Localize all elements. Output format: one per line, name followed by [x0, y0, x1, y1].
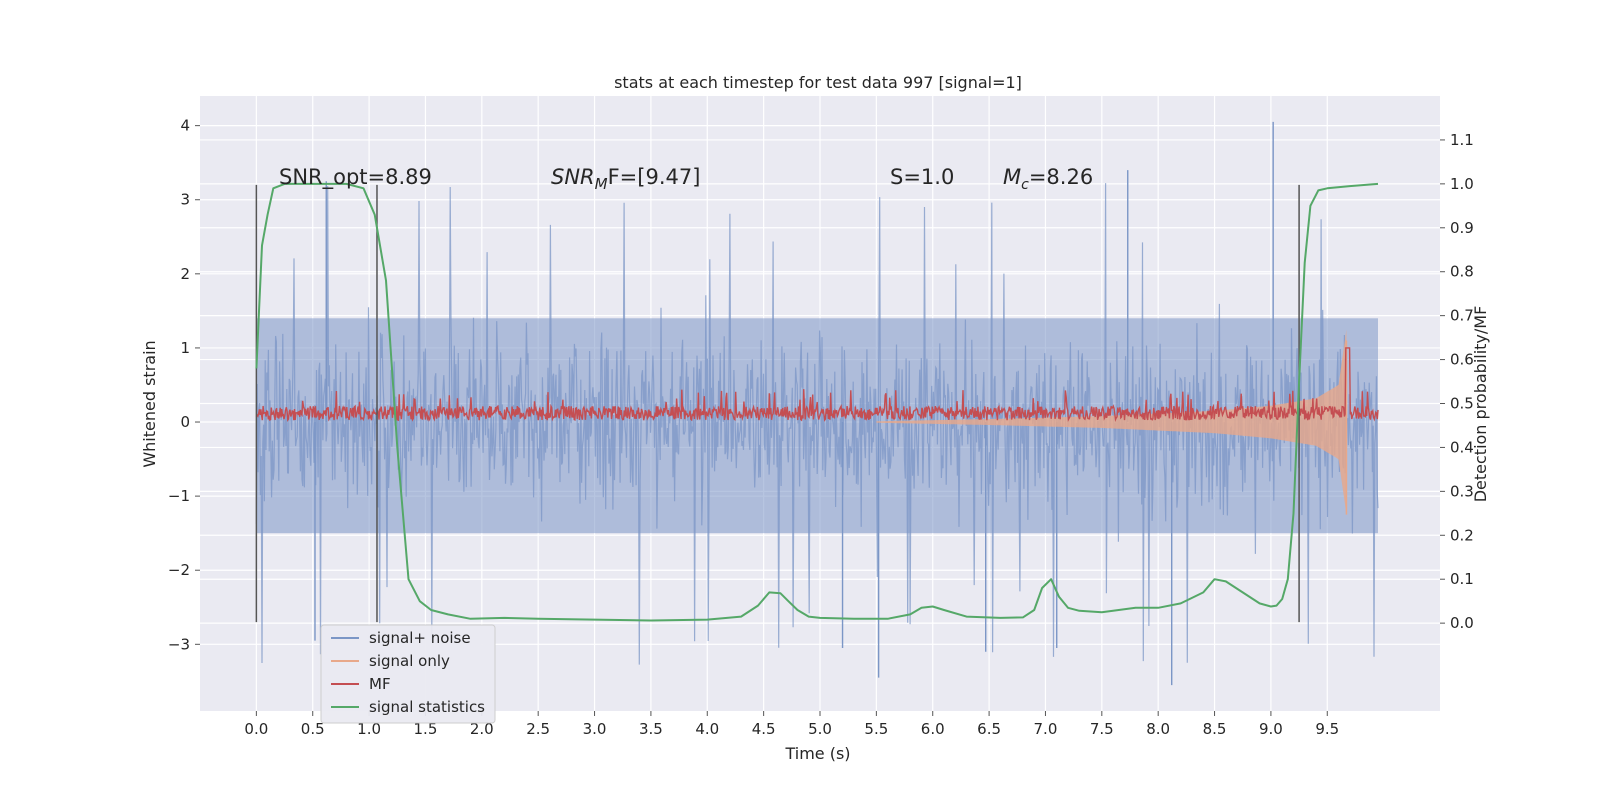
y-left-tick-label: −2	[168, 561, 190, 579]
x-tick-label: 5.5	[864, 720, 888, 738]
y-left-tick-label: −3	[168, 635, 190, 653]
legend-label-signal-only: signal only	[369, 652, 450, 670]
x-tick-label: 0.5	[301, 720, 325, 738]
x-tick-label: 4.0	[695, 720, 719, 738]
annotation-snr-mf-rest: F=[9.47]	[608, 165, 701, 189]
mf-series-group	[255, 347, 1379, 423]
y-right-tick-label: 0.0	[1450, 614, 1474, 632]
x-tick-label: 7.5	[1090, 720, 1114, 738]
annotation-s: S=1.0	[890, 165, 954, 189]
x-tick-label: 9.0	[1259, 720, 1283, 738]
annotation-snr-mf-base: SNR	[551, 165, 595, 189]
chart-title: stats at each timestep for test data 997…	[614, 73, 1022, 92]
x-axis-label: Time (s)	[784, 744, 850, 763]
annotation-mc-rest: =8.26	[1029, 165, 1093, 189]
y-axis-left-label: Whitened strain	[140, 340, 159, 467]
x-tick-label: 8.5	[1203, 720, 1227, 738]
annotation-mc-base: M	[1003, 165, 1021, 189]
y-right-tick-label: 0.5	[1450, 395, 1474, 413]
x-tick-label: 3.5	[639, 720, 663, 738]
x-tick-label: 3.0	[583, 720, 607, 738]
y-right-tick-label: 0.9	[1450, 219, 1474, 237]
signal-statistics-line	[255, 182, 1379, 622]
annotation-snr-mf: SNRMF=[9.47]	[551, 165, 700, 193]
y-right-tick-label: 0.8	[1450, 263, 1474, 281]
y-left-tick-label: 1	[180, 339, 190, 357]
signal-statistics-series-group	[255, 182, 1379, 622]
y-right-tick-label: 1.0	[1450, 175, 1474, 193]
y-right-tick-label: 0.7	[1450, 307, 1474, 325]
y-right-tick-label: 0.4	[1450, 438, 1474, 456]
legend-box	[320, 624, 496, 724]
signal-only-envelope	[876, 329, 1347, 515]
x-tick-label: 4.5	[752, 720, 776, 738]
y-left-tick-label: −1	[168, 487, 190, 505]
x-tick-labels: 0.0 0.5 1.0 1.5 2.0 2.5 3.0 3.5 4.0 4.5 5.0 5.5 6.0 6…	[244, 711, 1339, 738]
legend-label-mf: MF	[369, 675, 391, 693]
y-right-tick-label: 0.1	[1450, 570, 1474, 588]
y-left-tick-label: 3	[180, 191, 190, 209]
y-right-tick-label: 0.6	[1450, 351, 1474, 369]
x-tick-label: 6.5	[977, 720, 1001, 738]
y-axis-right-label: Detection probability/MF	[1471, 306, 1490, 503]
y-right-tick-label: 1.1	[1450, 131, 1474, 149]
y-left-tick-label: 4	[180, 117, 190, 135]
x-tick-label: 1.0	[357, 720, 381, 738]
legend-label-signal-noise: signal+ noise	[369, 629, 471, 647]
x-tick-label: 6.0	[921, 720, 945, 738]
x-tick-label: 2.0	[470, 720, 494, 738]
signal-only-series-group	[876, 329, 1348, 515]
y-left-tick-label: 0	[180, 413, 190, 431]
legend: signal+ noise signal only MF signal stat…	[320, 624, 496, 724]
y-left-tick-label: 2	[180, 265, 190, 283]
x-tick-label: 0.0	[244, 720, 268, 738]
annotation-mc-sub: c	[1021, 177, 1029, 193]
y-right-tick-labels: 0.0 0.1 0.2 0.3 0.4 0.5 0.6 0.7 0.8 0.9 1.0 1.1	[1440, 131, 1474, 632]
mf-line	[255, 347, 1379, 423]
annotation-mc: Mc=8.26	[1003, 165, 1093, 193]
x-tick-label: 5.0	[808, 720, 832, 738]
x-tick-label: 9.5	[1315, 720, 1339, 738]
y-right-tick-label: 0.3	[1450, 482, 1474, 500]
y-right-tick-label: 0.2	[1450, 526, 1474, 544]
x-tick-label: 1.5	[414, 720, 438, 738]
x-tick-label: 2.5	[526, 720, 550, 738]
y-left-tick-labels: −3 −2 −1 0 1 2 3 4	[168, 117, 200, 653]
annotation-snr-mf-sub: M	[595, 175, 608, 193]
x-tick-label: 7.0	[1034, 720, 1058, 738]
annotation-snr-opt: SNR_opt=8.89	[279, 165, 432, 190]
legend-label-signal-statistics: signal statistics	[369, 698, 485, 716]
x-tick-label: 8.0	[1146, 720, 1170, 738]
